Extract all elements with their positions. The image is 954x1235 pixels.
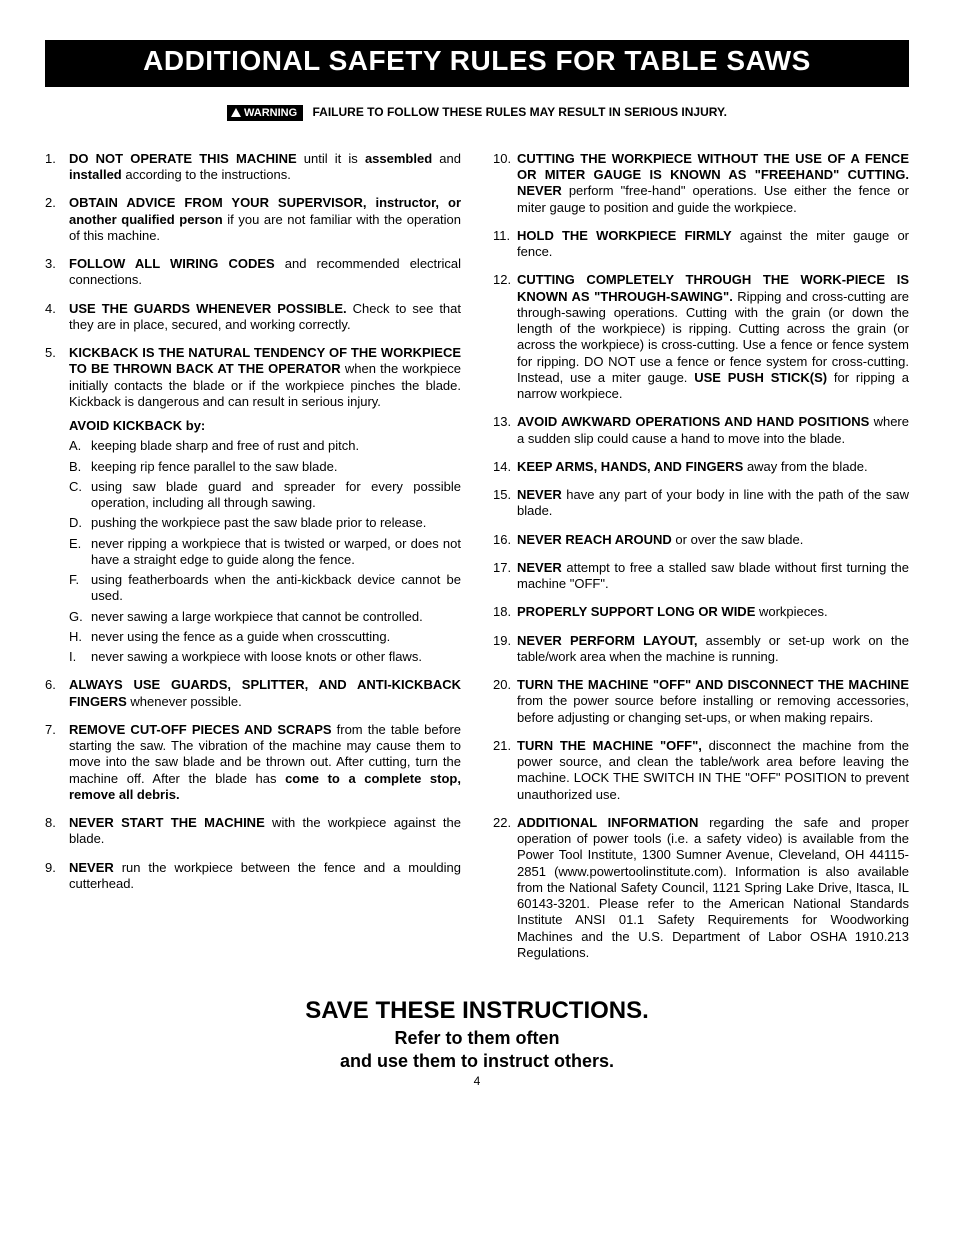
rule-item: ADDITIONAL INFORMATION regarding the saf… [493, 815, 909, 961]
rule-item: NEVER run the workpiece between the fenc… [45, 860, 461, 893]
avoid-item: never ripping a workpiece that is twiste… [69, 536, 461, 569]
avoid-item: using featherboards when the anti-kickba… [69, 572, 461, 605]
left-rules-list: DO NOT OPERATE THIS MACHINE until it is … [45, 151, 461, 892]
rule-item: FOLLOW ALL WIRING CODES and recommended … [45, 256, 461, 289]
columns: DO NOT OPERATE THIS MACHINE until it is … [45, 151, 909, 973]
page-number: 4 [45, 1074, 909, 1088]
rule-item: CUTTING COMPLETELY THROUGH THE WORK-PIEC… [493, 272, 909, 402]
rule-item: PROPERLY SUPPORT LONG OR WIDE workpieces… [493, 604, 909, 620]
avoid-item: never sawing a large workpiece that cann… [69, 609, 461, 625]
right-column: CUTTING THE WORKPIECE WITHOUT THE USE OF… [493, 151, 909, 973]
rule-item: USE THE GUARDS WHENEVER POSSIBLE. Check … [45, 301, 461, 334]
avoid-item: pushing the workpiece past the saw blade… [69, 515, 461, 531]
refer-line-2: and use them to instruct others. [45, 1050, 909, 1073]
avoid-kickback-list: keeping blade sharp and free of rust and… [69, 438, 461, 665]
page-title: ADDITIONAL SAFETY RULES FOR TABLE SAWS [45, 46, 909, 77]
warning-text: FAILURE TO FOLLOW THESE RULES MAY RESULT… [313, 105, 728, 119]
avoid-item: never sawing a workpiece with loose knot… [69, 649, 461, 665]
warning-label: WARNING [244, 107, 297, 119]
rule-item: AVOID AWKWARD OPERATIONS AND HAND POSITI… [493, 414, 909, 447]
warning-triangle-icon [231, 108, 241, 117]
avoid-item: keeping rip fence parallel to the saw bl… [69, 459, 461, 475]
avoid-item: keeping blade sharp and free of rust and… [69, 438, 461, 454]
rule-item: NEVER PERFORM LAYOUT, assembly or set-up… [493, 633, 909, 666]
rule-item: NEVER REACH AROUND or over the saw blade… [493, 532, 909, 548]
rule-item: HOLD THE WORKPIECE FIRMLY against the mi… [493, 228, 909, 261]
rule-item: TURN THE MACHINE "OFF" AND DISCONNECT TH… [493, 677, 909, 726]
rule-item: TURN THE MACHINE "OFF", disconnect the m… [493, 738, 909, 803]
avoid-item: never using the fence as a guide when cr… [69, 629, 461, 645]
rule-item: DO NOT OPERATE THIS MACHINE until it is … [45, 151, 461, 184]
warning-badge: WARNING [227, 105, 303, 121]
avoid-kickback-heading: AVOID KICKBACK by: [69, 418, 461, 434]
rule-item: KICKBACK IS THE NATURAL TENDENCY OF THE … [45, 345, 461, 665]
rule-item: NEVER attempt to free a stalled saw blad… [493, 560, 909, 593]
rule-item: REMOVE CUT-OFF PIECES AND SCRAPS from th… [45, 722, 461, 803]
refer-line-1: Refer to them often [45, 1027, 909, 1050]
warning-line: WARNING FAILURE TO FOLLOW THESE RULES MA… [45, 105, 909, 121]
avoid-item: using saw blade guard and spreader for e… [69, 479, 461, 512]
rule-item: NEVER have any part of your body in line… [493, 487, 909, 520]
right-rules-list: CUTTING THE WORKPIECE WITHOUT THE USE OF… [493, 151, 909, 961]
title-bar: ADDITIONAL SAFETY RULES FOR TABLE SAWS [45, 40, 909, 87]
rule-item: CUTTING THE WORKPIECE WITHOUT THE USE OF… [493, 151, 909, 216]
save-instructions-heading: SAVE THESE INSTRUCTIONS. [45, 997, 909, 1025]
rule-item: KEEP ARMS, HANDS, AND FINGERS away from … [493, 459, 909, 475]
rule-item: ALWAYS USE GUARDS, SPLITTER, AND ANTI-KI… [45, 677, 461, 710]
rule-item: NEVER START THE MACHINE with the workpie… [45, 815, 461, 848]
rule-item: OBTAIN ADVICE FROM YOUR SUPERVISOR, inst… [45, 195, 461, 244]
left-column: DO NOT OPERATE THIS MACHINE until it is … [45, 151, 461, 973]
footer: SAVE THESE INSTRUCTIONS. Refer to them o… [45, 997, 909, 1072]
